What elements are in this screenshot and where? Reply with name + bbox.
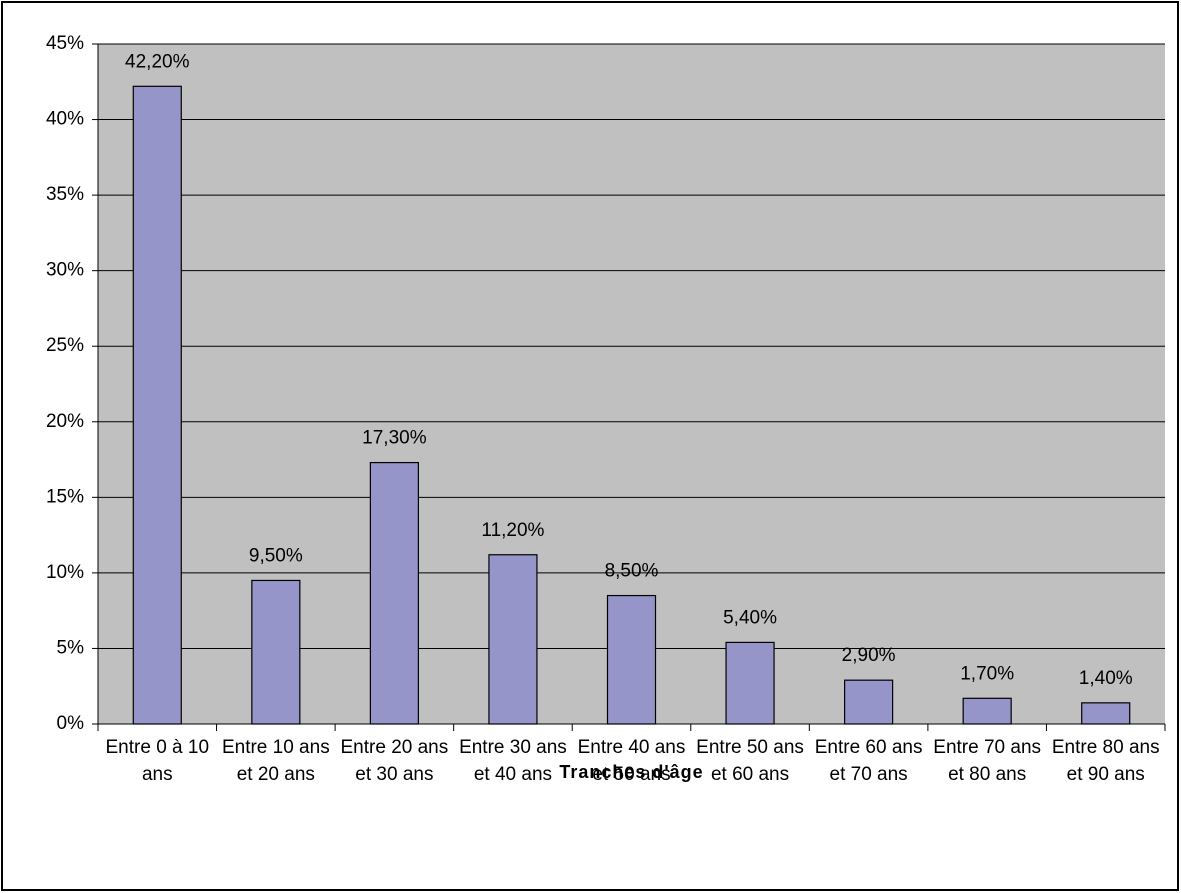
value-label: 9,50% bbox=[249, 545, 303, 566]
x-tick-label: Entre 20 ans et 30 ans bbox=[340, 737, 449, 785]
x-tick-label: Entre 50 ans et 60 ans bbox=[696, 737, 804, 785]
x-tick-label: Entre 30 ans et 40 ans bbox=[459, 737, 567, 785]
bar bbox=[606, 594, 657, 725]
value-label: 8,50% bbox=[605, 561, 659, 582]
value-label: 2,90% bbox=[842, 645, 896, 666]
y-tick-label: 20% bbox=[46, 411, 84, 432]
y-tick-label: 35% bbox=[46, 184, 84, 205]
bar bbox=[844, 679, 894, 725]
bar bbox=[962, 697, 1012, 725]
bar bbox=[251, 579, 301, 725]
value-label: 1,40% bbox=[1079, 668, 1133, 689]
bar bbox=[1081, 702, 1131, 725]
x-tick-label: Entre 80 ans et 90 ans bbox=[1051, 737, 1160, 785]
value-label: 17,30% bbox=[362, 428, 427, 449]
value-label: 5,40% bbox=[723, 607, 777, 628]
x-tick-label: Entre 10 ans et 20 ans bbox=[221, 737, 330, 785]
y-tick-label: 5% bbox=[57, 637, 85, 658]
bar bbox=[132, 85, 182, 725]
value-label: 1,70% bbox=[960, 663, 1014, 684]
y-tick-label: 45% bbox=[46, 33, 84, 54]
bar bbox=[369, 461, 419, 725]
y-tick-label: 30% bbox=[46, 260, 84, 281]
x-tick-label: Entre 0 à 10 ans bbox=[105, 737, 210, 785]
value-label: 42,20% bbox=[125, 51, 190, 72]
y-tick-label: 0% bbox=[57, 713, 85, 734]
bar bbox=[725, 641, 775, 725]
x-tick-label: Entre 60 ans et 70 ans bbox=[814, 737, 923, 785]
x-tick-label: Entre 40 ans et 50 ans bbox=[577, 737, 686, 785]
y-tick-label: 15% bbox=[46, 486, 84, 507]
y-tick-label: 25% bbox=[46, 335, 84, 356]
y-tick-label: 40% bbox=[46, 109, 84, 130]
y-tick-label: 10% bbox=[46, 562, 84, 583]
value-label: 11,20% bbox=[481, 520, 544, 541]
x-axis-title: Tranches d'âge bbox=[559, 762, 704, 782]
x-tick-label: Entre 70 ans et 80 ans bbox=[933, 737, 1042, 785]
bar bbox=[488, 554, 538, 725]
